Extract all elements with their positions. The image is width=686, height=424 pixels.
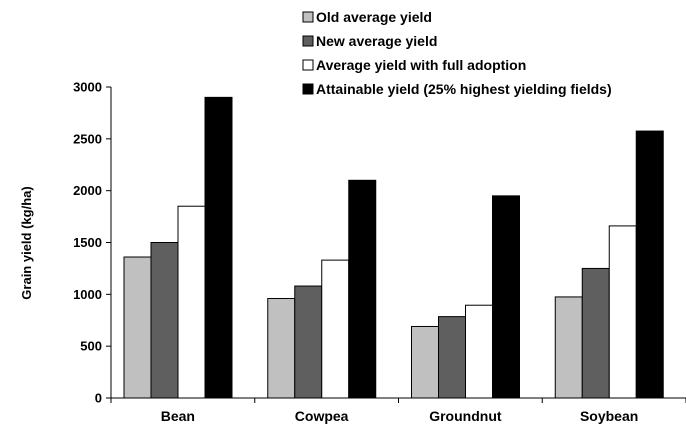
bar-bean-series-1 bbox=[150, 242, 179, 399]
bars bbox=[123, 96, 664, 399]
bar-soybean-series-1 bbox=[581, 267, 610, 399]
legend-label-3: Attainable yield (25% highest yielding f… bbox=[316, 81, 612, 97]
bar-groundnut-series-0 bbox=[411, 325, 439, 399]
bar-soybean-series-2 bbox=[608, 225, 637, 399]
legend-label-2: Average yield with full adoption bbox=[316, 57, 526, 73]
bar-soybean-series-3 bbox=[635, 130, 664, 399]
legend-swatch-2 bbox=[302, 59, 314, 71]
bar-groundnut-series-1 bbox=[438, 316, 466, 399]
legend-swatch-3 bbox=[302, 83, 314, 95]
x-category-label-cowpea: Cowpea bbox=[295, 408, 349, 424]
y-tick-label-6: 3000 bbox=[73, 80, 102, 95]
y-tick-label-4: 2000 bbox=[73, 183, 102, 198]
y-tick-label-1: 500 bbox=[80, 339, 102, 354]
bar-bean-series-2 bbox=[177, 205, 206, 399]
bar-cowpea-series-0 bbox=[267, 297, 296, 399]
bar-cowpea-series-2 bbox=[321, 259, 350, 399]
legend-label-0: Old average yield bbox=[316, 9, 432, 25]
y-tick-label-2: 1000 bbox=[73, 287, 102, 302]
bar-groundnut-series-2 bbox=[465, 304, 493, 399]
x-category-label-bean: Bean bbox=[161, 408, 195, 424]
legend-swatch-0 bbox=[302, 11, 314, 23]
bar-bean-series-0 bbox=[123, 256, 152, 399]
bar-bean-series-3 bbox=[204, 96, 233, 399]
axes bbox=[110, 87, 686, 403]
bar-groundnut-series-3 bbox=[492, 195, 520, 399]
y-axis-title: Grain yield (kg/ha) bbox=[19, 186, 34, 299]
y-tick-label-3: 1500 bbox=[73, 235, 102, 250]
y-tick-label-5: 2500 bbox=[73, 131, 102, 146]
y-tick-label-0: 0 bbox=[95, 391, 102, 406]
x-category-label-groundnut: Groundnut bbox=[429, 408, 502, 424]
category-labels: Bean Cowpea Groundnut Soybean bbox=[161, 408, 639, 424]
x-category-label-soybean: Soybean bbox=[580, 408, 638, 424]
bar-cowpea-series-3 bbox=[348, 179, 377, 399]
y-axis-ticks: 0 500 1000 1500 2000 2500 3000 bbox=[73, 80, 111, 406]
legend-label-1: New average yield bbox=[316, 33, 437, 49]
legend: Old average yield New average yield Averag… bbox=[302, 9, 612, 97]
bar-soybean-series-0 bbox=[554, 296, 583, 399]
legend-swatch-1 bbox=[302, 35, 314, 47]
bar-cowpea-series-1 bbox=[294, 285, 323, 399]
